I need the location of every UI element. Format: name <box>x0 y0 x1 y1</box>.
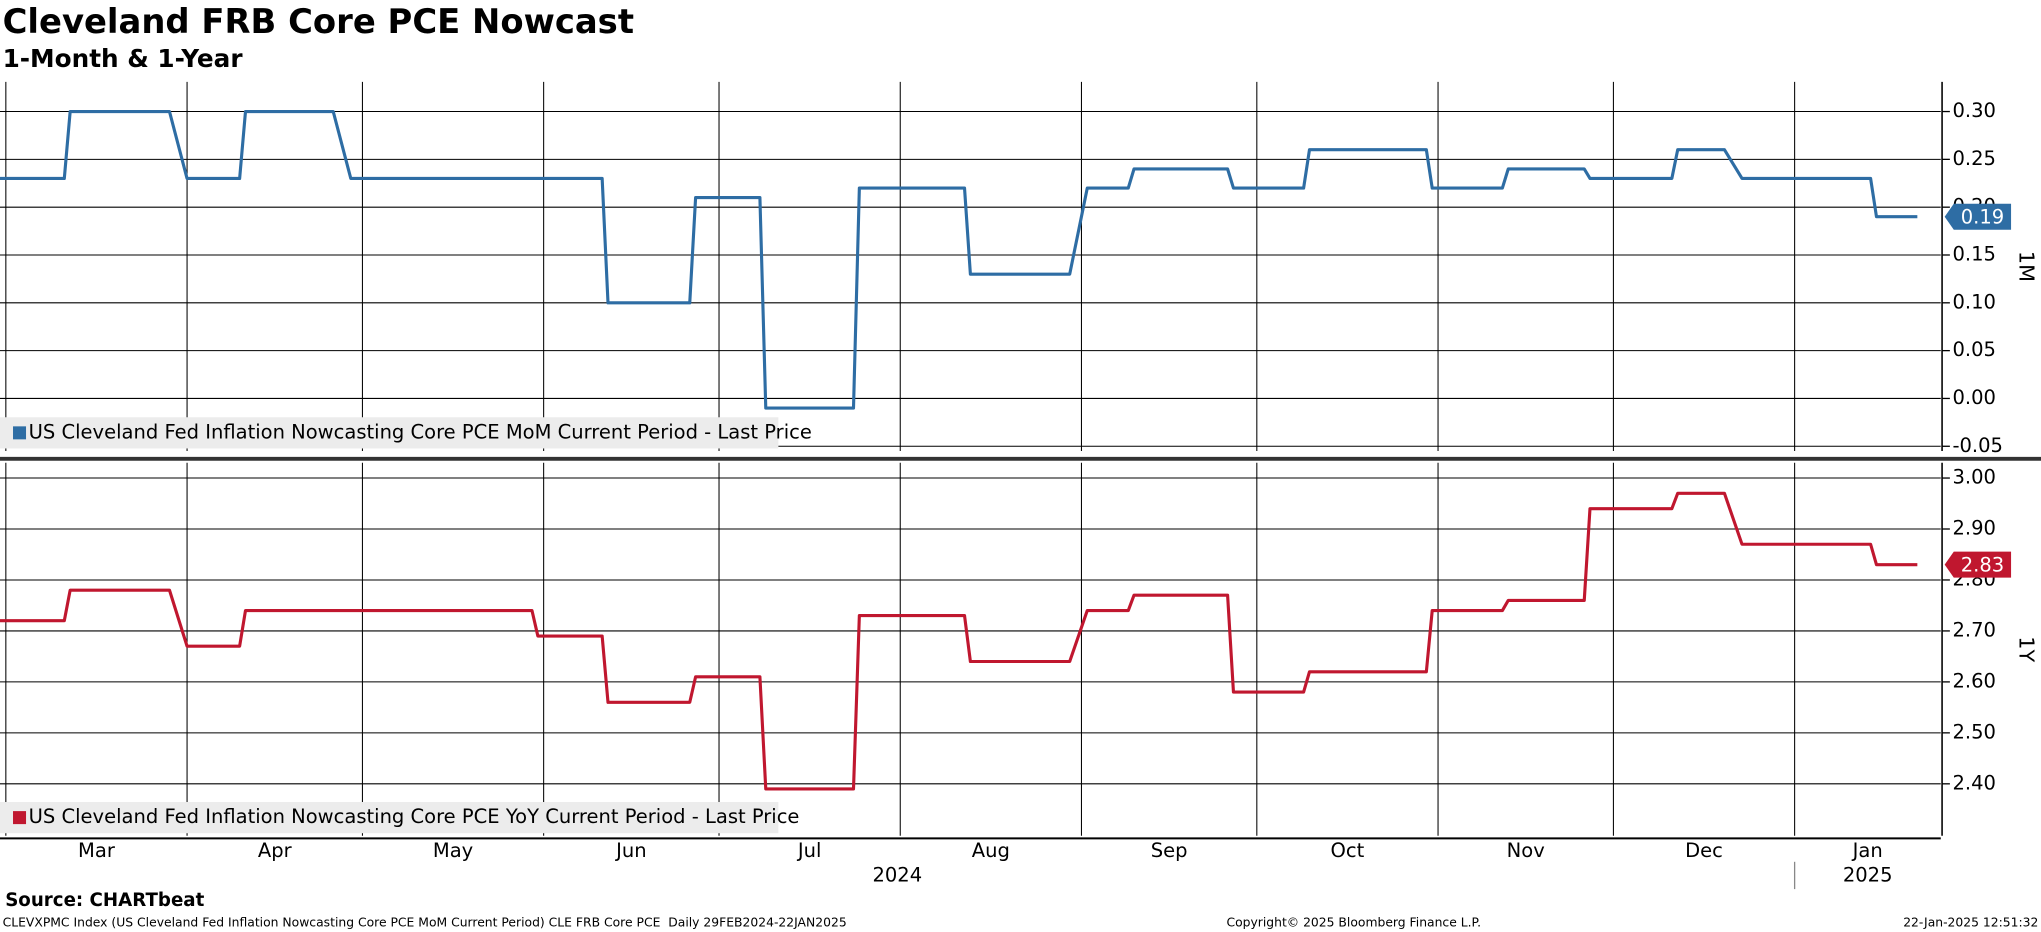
x-tick-label: Jul <box>796 839 822 862</box>
x-tick-label: Dec <box>1685 839 1723 862</box>
x-tick-label: Apr <box>258 839 293 862</box>
y-axis-label: 1M <box>2014 251 2038 282</box>
x-tick-label: May <box>433 839 473 862</box>
y-tick-label: 2.60 <box>1952 669 1995 692</box>
x-tick-label: Jan <box>1851 839 1883 862</box>
y-tick-label: 0.25 <box>1952 147 1995 170</box>
source: Source: CHARTbeat <box>5 890 204 911</box>
footer-right: 22-Jan-2025 12:51:32 <box>1903 915 2038 929</box>
y-tick-label: 2.70 <box>1952 618 1995 641</box>
y-tick-label: 3.00 <box>1952 466 1995 489</box>
y-tick-label: 0.05 <box>1952 338 1995 361</box>
legend-swatch <box>13 811 27 825</box>
footer-center: Copyright© 2025 Bloomberg Finance L.P. <box>1226 915 1481 929</box>
x-tick-label: Aug <box>972 839 1010 862</box>
legend-label: US Cleveland Fed Inflation Nowcasting Co… <box>29 420 812 443</box>
x-tick-label: Sep <box>1151 839 1188 862</box>
last-value-tag <box>1944 551 2012 578</box>
x-tick-label: Oct <box>1331 839 1365 862</box>
y-tick-label: -0.05 <box>1952 434 2003 457</box>
subtitle: 1-Month & 1-Year <box>3 44 244 73</box>
y-axis-label: 1Y <box>2014 636 2038 662</box>
footer-left: CLEVXPMC Index (US Cleveland Fed Inflati… <box>3 915 847 929</box>
y-tick-label: 0.10 <box>1952 290 1995 313</box>
last-value-tag <box>1944 203 2012 230</box>
last-value-label: 2.83 <box>1961 553 2004 576</box>
y-tick-label: 0.30 <box>1952 99 1995 122</box>
x-tick-label: Jun <box>614 839 646 862</box>
y-tick-label: 2.90 <box>1952 517 1995 540</box>
x-tick-label: Mar <box>78 839 116 862</box>
last-value-label: 0.19 <box>1961 206 2004 229</box>
title: Cleveland FRB Core PCE Nowcast <box>3 2 634 41</box>
y-tick-label: 0.00 <box>1952 386 1995 409</box>
legend-swatch <box>13 426 27 440</box>
y-tick-label: 0.15 <box>1952 243 1995 266</box>
x-tick-label: Nov <box>1507 839 1545 862</box>
year-label: 2025 <box>1843 864 1893 887</box>
y-tick-label: 2.40 <box>1952 771 1995 794</box>
series-line <box>0 109 1918 410</box>
series-line <box>0 491 1918 791</box>
year-label: 2024 <box>872 864 922 887</box>
legend-label: US Cleveland Fed Inflation Nowcasting Co… <box>29 805 800 828</box>
legend-box <box>0 417 779 449</box>
legend-box <box>0 802 779 834</box>
y-tick-label: 2.50 <box>1952 720 1995 743</box>
